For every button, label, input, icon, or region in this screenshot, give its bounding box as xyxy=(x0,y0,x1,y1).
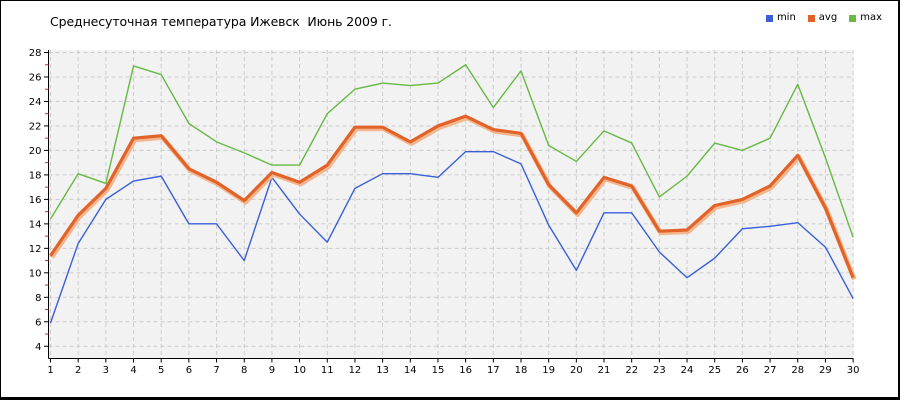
y-tick-label: 22 xyxy=(29,121,42,132)
x-tick-label: 23 xyxy=(653,365,666,376)
legend-label-max: max xyxy=(860,12,882,23)
x-tick-label: 24 xyxy=(681,365,694,376)
x-tick-label: 6 xyxy=(186,365,192,376)
x-tick-label: 17 xyxy=(487,365,500,376)
legend-item-avg: avg xyxy=(807,12,838,23)
y-tick-label: 20 xyxy=(29,146,42,157)
min-line xyxy=(49,150,854,324)
x-tick-label: 4 xyxy=(130,365,136,376)
x-tick-label: 14 xyxy=(404,365,417,376)
x-tick-label: 25 xyxy=(708,365,721,376)
x-tick-label: 12 xyxy=(349,365,362,376)
x-tick-label: 26 xyxy=(736,365,749,376)
legend-label-avg: avg xyxy=(818,12,838,23)
y-tick-label: 14 xyxy=(29,219,42,230)
y-tick-label: 24 xyxy=(29,97,42,108)
x-tick-label: 7 xyxy=(213,365,219,376)
x-tick-label: 18 xyxy=(515,365,528,376)
x-tick-label: 1 xyxy=(47,365,53,376)
x-tick-label: 3 xyxy=(103,365,109,376)
y-tick-label: 4 xyxy=(35,342,41,353)
y-tick-label: 28 xyxy=(29,48,42,59)
x-tick-label: 16 xyxy=(459,365,472,376)
chart-title: Среднесуточная температура Ижевск Июнь 2… xyxy=(50,14,392,29)
legend-item-min: min xyxy=(765,12,796,23)
y-tick-label: 18 xyxy=(29,170,42,181)
x-tick-label: 8 xyxy=(241,365,247,376)
x-tick-label: 13 xyxy=(376,365,389,376)
x-tick-label: 10 xyxy=(293,365,306,376)
max-line xyxy=(49,64,854,238)
chart-legend: min avg max xyxy=(765,12,882,23)
legend-swatch-min-icon xyxy=(765,14,773,22)
avg-line xyxy=(49,114,855,279)
x-tick-label: 19 xyxy=(542,365,555,376)
y-tick-label: 26 xyxy=(29,72,42,83)
legend-item-max: max xyxy=(849,13,882,23)
x-tick-label: 2 xyxy=(75,365,81,376)
x-tick-label: 9 xyxy=(269,365,275,376)
x-tick-label: 29 xyxy=(819,365,832,376)
y-tick-label: 10 xyxy=(29,268,42,279)
x-tick-label: 20 xyxy=(570,365,583,376)
y-tick-label: 8 xyxy=(35,293,41,304)
x-tick-label: 5 xyxy=(158,365,164,376)
legend-label-min: min xyxy=(776,12,796,23)
x-tick-label: 30 xyxy=(847,365,860,376)
x-tick-label: 22 xyxy=(625,365,638,376)
x-tick-label: 15 xyxy=(432,365,445,376)
x-tick-label: 11 xyxy=(321,365,334,376)
legend-swatch-avg-icon xyxy=(807,14,815,22)
x-tick-label: 21 xyxy=(598,365,611,376)
x-tick-label: 28 xyxy=(791,365,804,376)
legend-swatch-max-icon xyxy=(849,14,857,22)
y-tick-label: 6 xyxy=(35,317,41,328)
y-tick-label: 16 xyxy=(29,195,42,206)
x-tick-label: 27 xyxy=(764,365,777,376)
y-tick-label: 12 xyxy=(29,244,42,255)
